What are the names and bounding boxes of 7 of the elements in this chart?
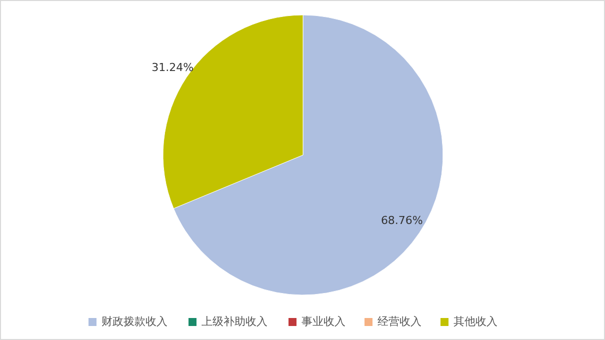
data-label: 31.24% <box>152 60 194 74</box>
legend-label: 其他收入 <box>454 315 498 328</box>
legend-label: 财政拨款收入 <box>102 315 168 328</box>
legend-label: 上级补助收入 <box>202 315 268 328</box>
legend-label: 经营收入 <box>378 315 422 328</box>
data-label: 68.76% <box>380 214 423 228</box>
legend-label: 事业收入 <box>302 315 346 328</box>
